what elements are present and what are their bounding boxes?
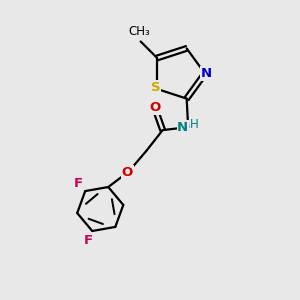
- Text: F: F: [84, 234, 93, 248]
- Text: O: O: [150, 101, 161, 114]
- Text: S: S: [151, 81, 160, 94]
- Text: O: O: [122, 166, 133, 178]
- Text: CH₃: CH₃: [128, 25, 150, 38]
- Text: F: F: [74, 176, 83, 190]
- Text: H: H: [190, 118, 199, 131]
- Text: N: N: [177, 121, 188, 134]
- Text: N: N: [201, 67, 212, 80]
